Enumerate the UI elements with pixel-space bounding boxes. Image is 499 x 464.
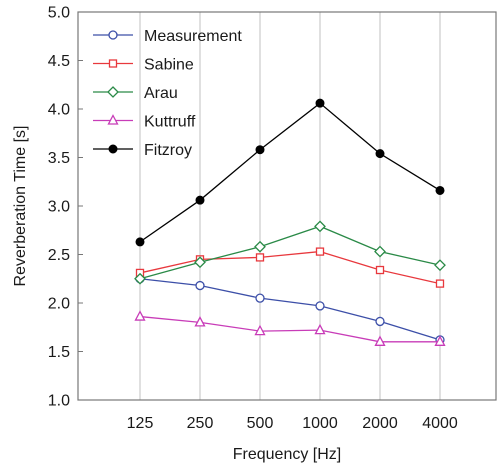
- legend-item-fitzroy: Fitzroy: [93, 142, 192, 159]
- legend: Measurement Sabine Arau Kuttruff Fitzroy: [93, 28, 242, 159]
- data-point: [375, 265, 385, 275]
- data-point: [314, 323, 326, 335]
- legend-item-measurement: Measurement: [93, 28, 242, 45]
- series-arau: [134, 220, 446, 285]
- legend-item-kuttruff: Kuttruff: [93, 114, 196, 131]
- legend-label: Fitzroy: [144, 142, 192, 159]
- data-point: [435, 279, 445, 288]
- x-tick-label: 4000: [422, 415, 458, 432]
- legend-marker: [108, 59, 118, 68]
- x-tick-label: 125: [127, 415, 154, 432]
- data-point: [134, 272, 146, 285]
- data-series: [134, 98, 446, 346]
- series-line: [139, 315, 440, 343]
- data-point: [314, 220, 326, 233]
- x-tick-label: 1000: [302, 415, 338, 432]
- data-point: [254, 324, 266, 336]
- series-line: [139, 278, 441, 341]
- x-tick-label: 2000: [362, 415, 398, 432]
- y-tick-label: 3.5: [48, 150, 70, 167]
- y-tick-label: 1.0: [48, 393, 70, 410]
- x-tick-labels: 125 250 500 1000 2000 4000: [127, 415, 458, 432]
- data-point: [435, 185, 445, 195]
- legend-item-sabine: Sabine: [93, 57, 194, 74]
- y-tick-label: 3.0: [48, 199, 70, 216]
- legend-marker: [108, 30, 118, 40]
- data-point: [195, 280, 205, 291]
- legend-label: Kuttruff: [144, 114, 196, 131]
- data-point: [194, 256, 206, 269]
- y-tick-label: 4.5: [48, 53, 70, 70]
- legend-label: Measurement: [144, 28, 242, 45]
- x-axis-label: Frequency [Hz]: [233, 446, 341, 463]
- y-axis-label: Reverberation Time [s]: [12, 126, 29, 287]
- series-kuttruff: [134, 310, 446, 346]
- data-point: [135, 237, 145, 247]
- data-point: [134, 310, 146, 321]
- data-point: [255, 293, 265, 303]
- y-tick-label: 4.0: [48, 102, 70, 119]
- y-tick-label: 1.5: [48, 344, 70, 361]
- legend-label: Arau: [144, 85, 178, 102]
- data-point: [374, 335, 386, 346]
- data-point: [434, 259, 446, 272]
- data-point: [194, 316, 206, 327]
- series-fitzroy: [135, 98, 445, 247]
- legend-marker: [107, 114, 119, 125]
- x-tick-label: 500: [247, 415, 274, 432]
- legend-marker: [107, 86, 119, 98]
- x-tick-label: 250: [187, 415, 214, 432]
- series-measurement: [135, 274, 445, 345]
- data-point: [255, 145, 265, 155]
- y-tick-label: 2.0: [48, 296, 70, 313]
- y-tick-label: 2.5: [48, 247, 70, 264]
- legend-item-arau: Arau: [93, 85, 178, 102]
- data-point: [255, 253, 265, 262]
- data-point: [374, 245, 386, 258]
- series-line: [139, 250, 441, 285]
- data-point: [375, 149, 385, 159]
- data-point: [375, 316, 385, 327]
- legend-label: Sabine: [144, 57, 194, 74]
- data-point: [315, 98, 325, 108]
- data-point: [315, 247, 325, 256]
- grid-lines: [139, 12, 441, 400]
- data-point: [434, 335, 446, 346]
- y-tick-label: 5.0: [48, 5, 70, 22]
- data-point: [315, 301, 325, 311]
- legend-marker: [108, 144, 118, 154]
- data-point: [254, 240, 266, 253]
- data-point: [195, 195, 205, 205]
- series-line: [139, 102, 441, 243]
- series-line: [139, 225, 441, 280]
- y-tick-labels: 1.0 1.5 2.0 2.5 3.0 3.5 4.0 4.5 5.0: [48, 5, 83, 410]
